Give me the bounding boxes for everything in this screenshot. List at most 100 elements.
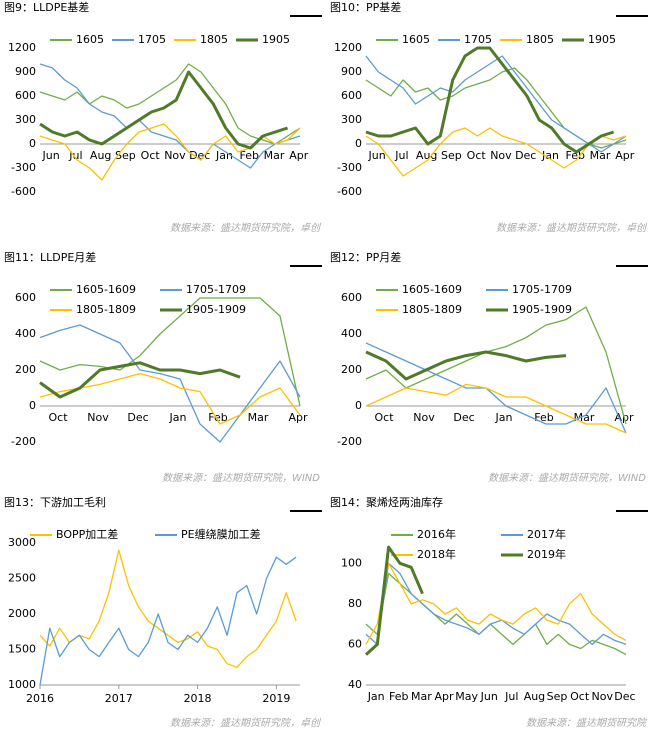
legend-label: 1705 — [138, 33, 166, 46]
x-tick-label: Jan — [169, 411, 187, 424]
series-line — [365, 46, 615, 154]
series-line — [39, 63, 301, 169]
series-line — [39, 70, 289, 150]
y-tick-label: 0 — [355, 399, 362, 412]
series-line — [365, 562, 627, 646]
y-tick-label: 1200 — [8, 41, 36, 54]
x-tick-label: Jan — [541, 149, 559, 162]
series-line — [365, 55, 627, 153]
x-tick-label: Feb — [389, 690, 408, 703]
x-tick-label: Apr — [289, 149, 309, 162]
x-tick-label: Mar — [574, 411, 595, 424]
y-tick-label: 600 — [15, 89, 36, 102]
series-line — [365, 350, 567, 381]
series-line — [365, 127, 627, 177]
legend-label: 1805-1809 — [402, 303, 462, 316]
legend-label: BOPP加工差 — [56, 527, 118, 541]
legend-label: 1605-1609 — [402, 283, 462, 296]
y-tick-label: 0 — [29, 137, 36, 150]
chart-title: 图13：下游加工毛利 — [4, 496, 106, 509]
x-tick-label: Jun — [42, 149, 60, 162]
x-tick-label: Oct — [570, 690, 590, 703]
y-tick-label: -200 — [337, 435, 362, 448]
y-tick-label: 900 — [15, 65, 36, 78]
series-line — [365, 306, 627, 425]
x-tick-label: Mar — [264, 149, 285, 162]
series-line — [39, 63, 301, 145]
x-tick-label: Nov — [490, 149, 512, 162]
x-tick-label: Nov — [592, 690, 614, 703]
legend-label: 1705-1709 — [512, 283, 572, 296]
series-line — [39, 372, 301, 425]
x-tick-label: Jan — [367, 690, 385, 703]
source: 数据来源：盛达期货研究院，WIND — [162, 472, 320, 484]
legend-label: 2018年 — [417, 547, 456, 561]
legend-label: 1905 — [262, 33, 290, 46]
y-tick-label: 400 — [15, 327, 36, 340]
legend-label: 1905-1909 — [512, 303, 572, 316]
x-tick-label: Jan — [215, 149, 233, 162]
y-tick-label: -300 — [337, 161, 362, 174]
source: 数据来源：盛达期货研究院，卓创 — [170, 717, 322, 729]
series-line — [39, 556, 297, 686]
y-tick-label: 200 — [341, 363, 362, 376]
x-tick-label: Mar — [248, 411, 269, 424]
y-tick-label: 900 — [341, 65, 362, 78]
chart-title: 图10：PP基差 — [330, 0, 401, 14]
x-tick-label: Oct — [374, 411, 394, 424]
y-tick-label: 1000 — [8, 678, 36, 691]
x-tick-label: Sep — [441, 149, 462, 162]
y-tick-label: 2500 — [8, 572, 36, 585]
source: 数据来源：盛达期货研究院 — [526, 717, 648, 729]
chart-title: 图9：LLDPE基差 — [4, 0, 89, 14]
y-tick-label: -600 — [337, 185, 362, 198]
x-tick-label: Mar — [411, 690, 432, 703]
series-line — [365, 67, 627, 149]
legend-label: PE缠绕膜加工差 — [181, 527, 261, 541]
y-tick-label: 100 — [341, 556, 362, 569]
y-tick-label: 60 — [348, 637, 362, 650]
x-tick-label: Oct — [467, 149, 487, 162]
legend-label: 1805-1809 — [76, 303, 136, 316]
y-tick-label: -200 — [11, 435, 36, 448]
legend-label: 2019年 — [527, 547, 566, 561]
x-tick-label: Oct — [141, 149, 161, 162]
legend-label: 1605-1609 — [76, 283, 136, 296]
y-tick-label: -300 — [11, 161, 36, 174]
x-tick-label: Jun — [368, 149, 386, 162]
y-tick-label: 80 — [348, 597, 362, 610]
x-tick-label: Apr — [288, 411, 308, 424]
source: 数据来源：盛达期货研究院，卓创 — [170, 222, 322, 234]
y-tick-label: -600 — [11, 185, 36, 198]
x-tick-label: Feb — [208, 411, 227, 424]
series-line — [39, 549, 297, 668]
y-tick-label: 600 — [341, 89, 362, 102]
series-line — [365, 383, 627, 434]
y-tick-label: 1200 — [334, 41, 362, 54]
series-line — [39, 297, 301, 407]
legend-label: 1705-1709 — [186, 283, 246, 296]
y-tick-label: 200 — [15, 363, 36, 376]
legend-label: 1805 — [526, 33, 554, 46]
x-tick-label: 2016 — [26, 692, 54, 705]
x-tick-label: Feb — [239, 149, 258, 162]
y-tick-label: 2000 — [8, 607, 36, 620]
x-tick-label: May — [455, 690, 478, 703]
x-tick-label: Apr — [434, 690, 454, 703]
series-line — [365, 572, 627, 656]
chart-title: 图11：LLDPE月差 — [4, 250, 96, 264]
x-tick-label: Feb — [534, 411, 553, 424]
x-tick-label: Dec — [189, 149, 210, 162]
series-line — [39, 361, 241, 399]
x-tick-label: 2019 — [262, 692, 290, 705]
series-line — [364, 545, 424, 656]
chart-title: 图12：PP月差 — [330, 250, 401, 264]
legend-label: 1905-1909 — [186, 303, 246, 316]
x-tick-label: 2018 — [184, 692, 212, 705]
x-tick-label: Nov — [87, 411, 109, 424]
legend-label: 1705 — [464, 33, 492, 46]
x-tick-label: Oct — [48, 411, 68, 424]
legend-label: 2017年 — [527, 527, 566, 541]
y-tick-label: 300 — [341, 113, 362, 126]
